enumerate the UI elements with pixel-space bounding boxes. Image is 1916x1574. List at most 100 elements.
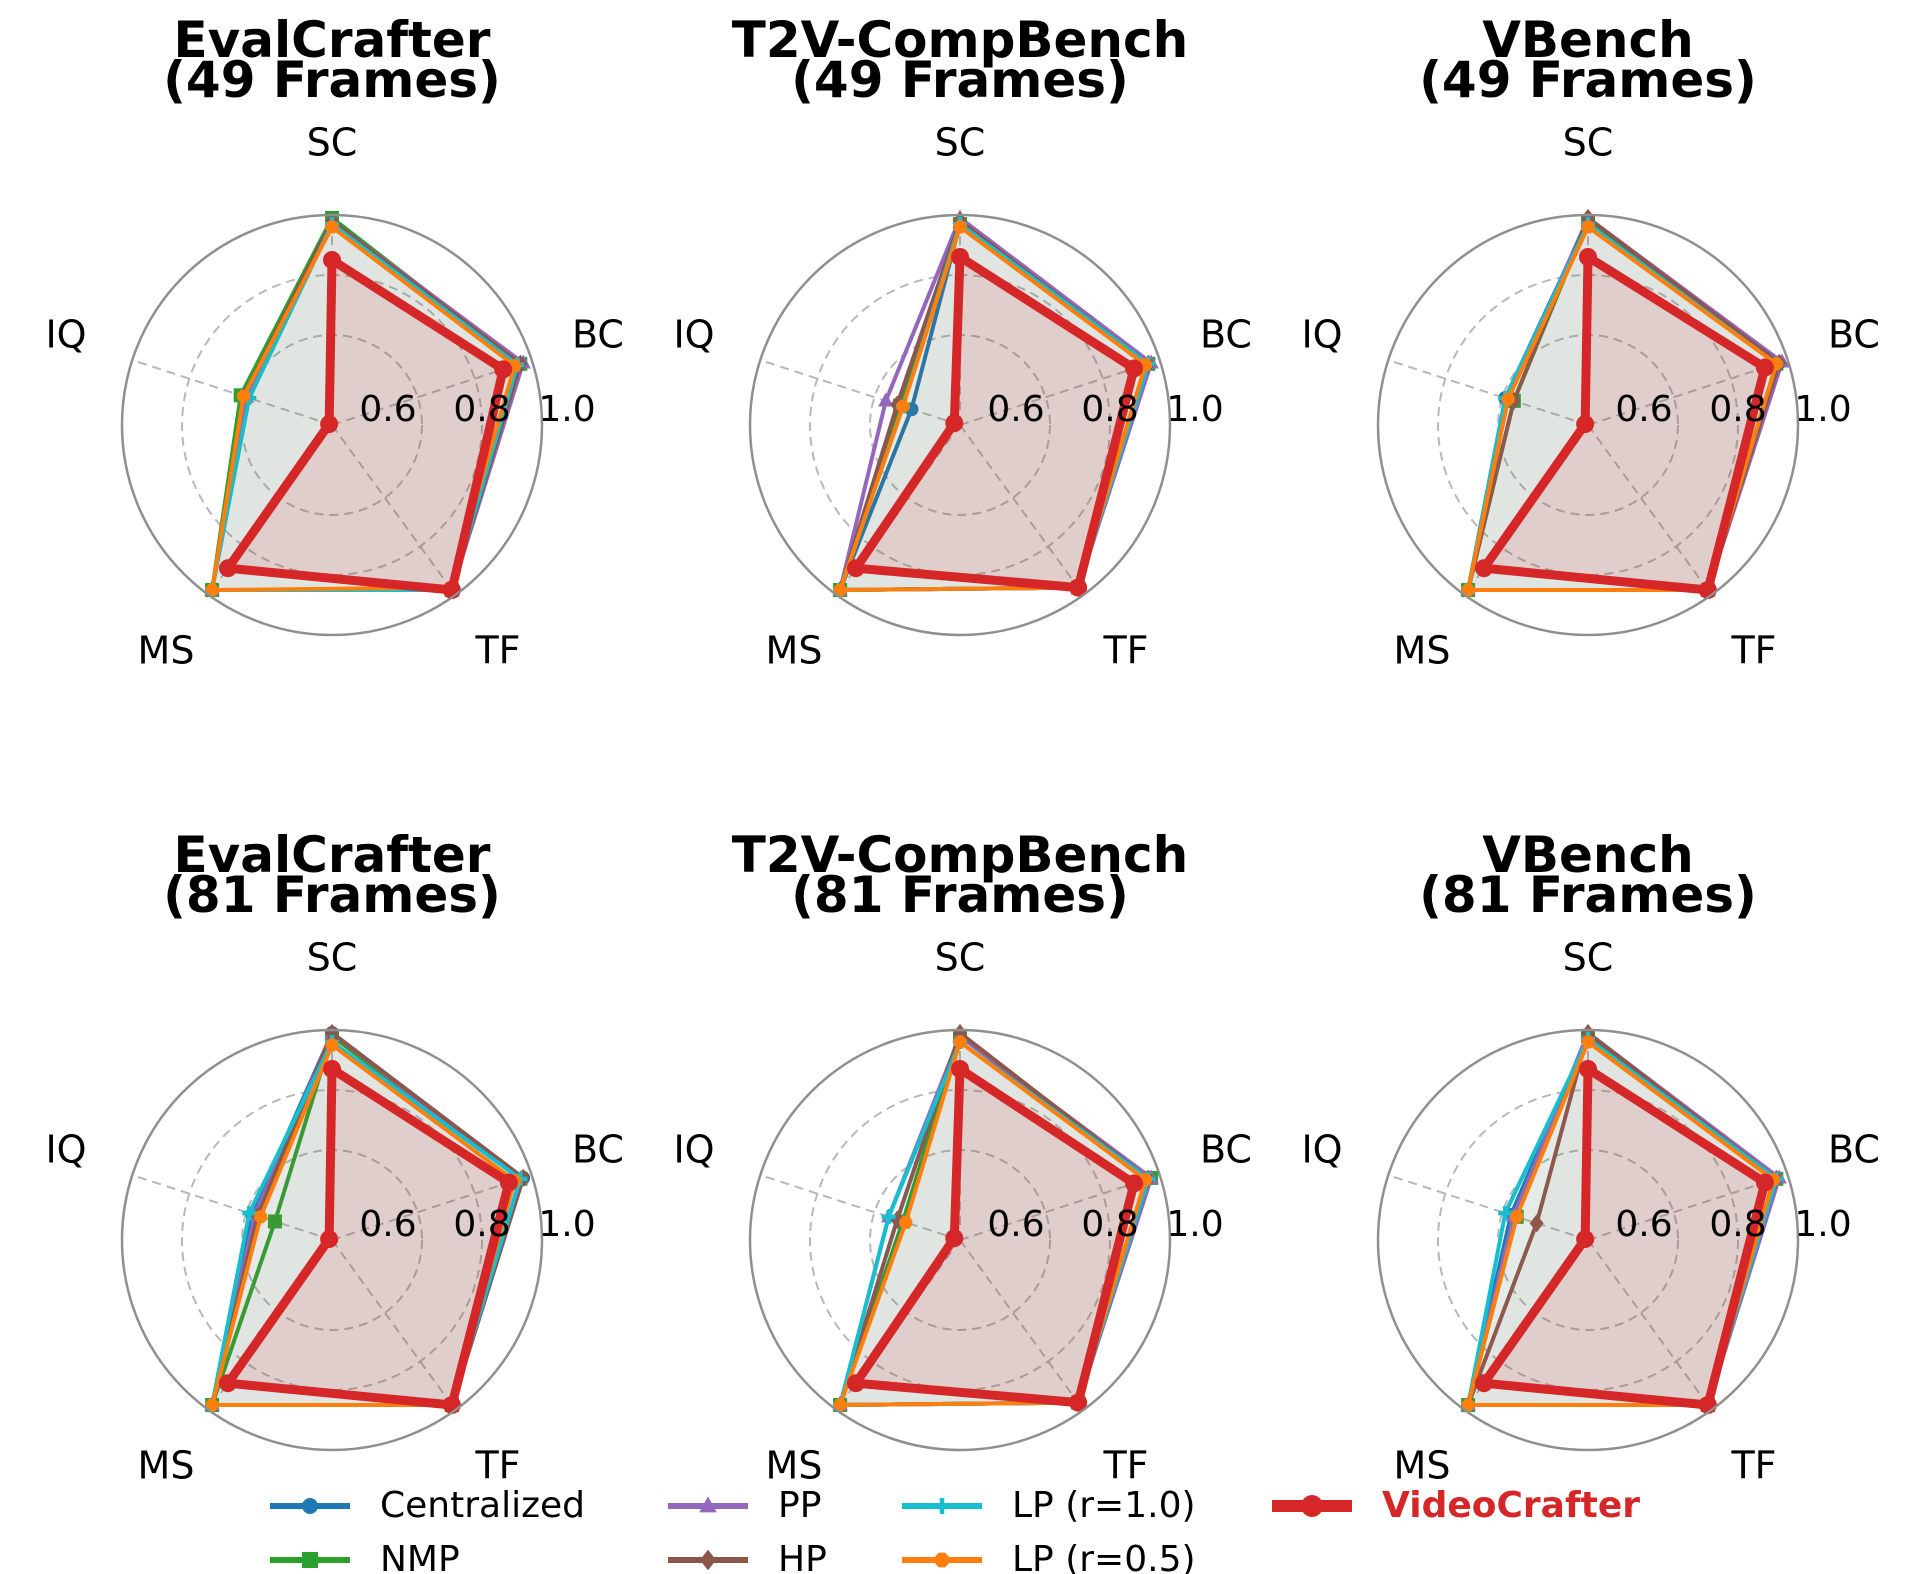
axis-label: TF — [474, 1444, 520, 1488]
data-point — [846, 559, 865, 578]
radar-chart: VBench (49 Frames) 0.6 0.8 1.0 SC BC TF MS IQ — [1301, 11, 1880, 673]
legend-marker — [1301, 1495, 1323, 1517]
axis-label: BC — [1200, 1128, 1252, 1172]
axis-label: SC — [1563, 121, 1614, 165]
data-point — [953, 1023, 967, 1043]
series-line — [838, 225, 1148, 593]
series-videocrafter — [1474, 248, 1774, 600]
data-point — [237, 389, 251, 403]
data-point — [1125, 359, 1144, 378]
axis-spoke — [1587, 1239, 1713, 1411]
legend-label: HP — [778, 1539, 827, 1574]
data-point — [846, 1374, 865, 1393]
data-point — [254, 1210, 268, 1224]
tick-label: 1.0 — [1166, 1204, 1223, 1245]
data-point — [218, 1374, 237, 1393]
tick-label: 1.0 — [1794, 389, 1851, 430]
series-videocrafter — [846, 1060, 1144, 1412]
data-point — [242, 1206, 257, 1221]
tick-label: 0.6 — [1615, 389, 1672, 430]
data-point — [325, 1023, 339, 1043]
data-point — [205, 1398, 219, 1412]
axis-label: SC — [307, 936, 358, 980]
data-point — [205, 583, 219, 597]
tick-label: 0.8 — [1081, 1204, 1138, 1245]
axis-spoke — [331, 424, 457, 596]
tick-label: 0.6 — [987, 1204, 1044, 1245]
series-line — [1466, 225, 1779, 593]
axis-label: MS — [766, 1444, 823, 1488]
data-point — [953, 220, 967, 234]
axis-spoke — [835, 1239, 961, 1411]
tick-label: 0.6 — [1615, 1204, 1672, 1245]
chart-title: VBench (81 Frames) — [1419, 826, 1757, 924]
axis-label: IQ — [45, 313, 86, 357]
legend-item: LP (r=0.5) — [902, 1539, 1196, 1574]
data-point — [899, 1215, 913, 1229]
axis-label: BC — [1828, 1128, 1880, 1172]
tick-label: 0.6 — [987, 389, 1044, 430]
series-videocrafter — [218, 251, 513, 600]
data-point — [945, 1229, 964, 1248]
data-point — [1579, 248, 1597, 266]
axis-label: BC — [1200, 313, 1252, 357]
legend-marker — [302, 1552, 318, 1568]
axis-label: TF — [474, 629, 520, 673]
axis-label: MS — [138, 1444, 195, 1488]
axis-spoke — [835, 424, 961, 596]
data-point — [1474, 1374, 1493, 1393]
tick-label: 0.8 — [1081, 389, 1138, 430]
axis-spoke — [959, 1174, 1161, 1241]
data-point — [833, 1398, 847, 1412]
axis-label: MS — [1394, 629, 1451, 673]
axis-spoke — [1587, 424, 1713, 596]
axis-spoke — [331, 1174, 533, 1241]
data-point — [323, 251, 341, 269]
axis-label: BC — [1828, 313, 1880, 357]
legend-label: NMP — [380, 1539, 460, 1574]
data-point — [1498, 1206, 1513, 1221]
outer-circle — [1376, 1028, 1800, 1452]
axis-label: IQ — [1301, 313, 1342, 357]
series-videocrafter — [846, 248, 1144, 597]
data-point — [1461, 583, 1475, 597]
data-point — [1581, 220, 1595, 234]
axis-label: SC — [935, 936, 986, 980]
axis-spoke — [1587, 359, 1789, 426]
data-point — [878, 392, 894, 407]
tick-label: 0.6 — [359, 389, 416, 430]
data-point — [1579, 1060, 1597, 1078]
series-lp-r-0-5 — [205, 1038, 522, 1412]
data-point — [325, 220, 339, 234]
axis-label: IQ — [673, 1128, 714, 1172]
data-point — [1581, 1035, 1595, 1049]
series-line — [838, 1040, 1148, 1408]
series-line — [851, 1064, 1139, 1408]
tick-label: 0.8 — [1709, 389, 1766, 430]
chart-title: T2V-CompBench (49 Frames) — [732, 11, 1189, 109]
axis-spoke — [1387, 359, 1589, 426]
legend-item: Centralized — [270, 1485, 585, 1526]
axis-spoke — [959, 424, 1085, 596]
series-line — [851, 252, 1139, 593]
legend-marker — [934, 1498, 950, 1514]
legend-label: LP (r=1.0) — [1012, 1485, 1196, 1526]
radar-chart: VBench (81 Frames) 0.6 0.8 1.0 SC BC TF MS IQ — [1301, 826, 1880, 1488]
radar-chart: EvalCrafter (49 Frames) 0.6 0.8 1.0 SC BC TF MS I… — [45, 11, 624, 673]
data-point — [1755, 358, 1774, 377]
axis-spoke — [959, 359, 1161, 426]
axis-spoke — [131, 359, 333, 426]
axis-label: TF — [1102, 1444, 1148, 1488]
axis-spoke — [1387, 1174, 1589, 1241]
axis-label: SC — [935, 121, 986, 165]
axis-label: IQ — [1301, 1128, 1342, 1172]
legend-label: PP — [778, 1485, 821, 1526]
tick-label: 0.8 — [453, 1204, 510, 1245]
tick-label: 1.0 — [538, 389, 595, 430]
axis-label: BC — [572, 313, 624, 357]
chart-title: VBench (49 Frames) — [1419, 11, 1757, 109]
data-point — [320, 1230, 339, 1249]
legend-marker — [700, 1549, 716, 1571]
axis-spoke — [759, 359, 961, 426]
